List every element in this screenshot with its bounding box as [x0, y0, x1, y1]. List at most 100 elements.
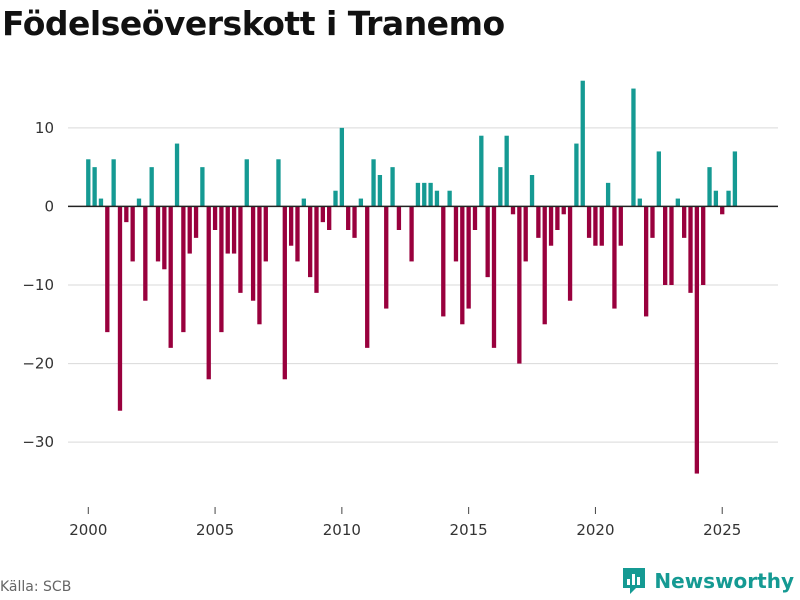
bar: [371, 159, 376, 207]
bar: [288, 206, 294, 246]
bar: [231, 206, 237, 254]
x-tick-label: 2020: [576, 521, 614, 539]
bar: [193, 206, 199, 238]
bar: [434, 190, 440, 207]
bar: [701, 206, 706, 285]
bar: [181, 206, 186, 333]
bar: [390, 167, 395, 207]
brand-name: Newsworthy: [654, 569, 794, 593]
bar: [631, 88, 636, 207]
bar: [308, 206, 313, 278]
bar: [98, 198, 104, 207]
y-tick-label: 10: [35, 119, 54, 137]
bar: [441, 206, 446, 317]
bar: [669, 206, 674, 285]
y-tick-label: −30: [22, 433, 54, 451]
bar: [244, 159, 249, 207]
bar: [510, 206, 516, 215]
bar: [720, 206, 725, 215]
bar: [586, 206, 592, 238]
bar: [346, 206, 351, 230]
bar: [238, 206, 243, 293]
bar: [409, 206, 414, 262]
bar: [567, 206, 573, 301]
bar: [257, 206, 262, 325]
x-tick-label: 2000: [69, 521, 107, 539]
bar: [250, 206, 256, 301]
bar: [174, 143, 180, 207]
bar: [688, 206, 693, 293]
bar: [111, 159, 116, 207]
bar: [460, 206, 465, 325]
bar: [117, 206, 123, 411]
bar: [92, 167, 97, 207]
bar: [529, 175, 535, 207]
bar: [536, 206, 541, 238]
bar: [384, 206, 389, 309]
grid-layer: [68, 127, 778, 443]
bar: [200, 167, 205, 207]
bar: [485, 206, 490, 278]
bar: [593, 206, 598, 246]
bar: [377, 175, 383, 207]
bar: [605, 182, 611, 207]
bar: [637, 198, 642, 207]
bar: [295, 206, 300, 262]
bar: [561, 206, 566, 215]
bar: [650, 206, 655, 238]
bar: [675, 198, 680, 207]
bar: [339, 127, 345, 207]
bar: [453, 206, 459, 262]
bar: [212, 206, 218, 230]
bar: [314, 206, 319, 293]
bar: [542, 206, 547, 325]
bar: [656, 151, 661, 207]
bar: [225, 206, 230, 254]
bar: [333, 190, 338, 207]
bar: [124, 206, 129, 223]
x-tick-label: 2010: [323, 521, 361, 539]
bar: [732, 151, 738, 207]
bar: [358, 198, 364, 207]
bar-layer: [86, 80, 738, 474]
bar: [263, 206, 268, 262]
bar: [599, 206, 604, 246]
bar: [713, 190, 719, 207]
bar: [136, 198, 142, 207]
x-tick-label: 2005: [196, 521, 234, 539]
bar: [517, 206, 522, 364]
bar: [682, 206, 687, 238]
bar: [643, 206, 649, 317]
bar: [548, 206, 554, 246]
bar: [498, 167, 503, 207]
bar: [149, 167, 154, 207]
bar: [320, 206, 325, 223]
brand-logo[interactable]: Newsworthy: [621, 566, 794, 596]
y-tick-label: −10: [22, 276, 54, 294]
y-tick-label: −20: [22, 355, 54, 373]
bar: [168, 206, 173, 348]
x-tick-label: 2015: [450, 521, 488, 539]
source-note: Källa: SCB: [0, 579, 72, 595]
bar: [219, 206, 224, 333]
bar: [206, 206, 211, 380]
bar: [466, 206, 471, 309]
y-tick-label: 0: [44, 197, 54, 215]
bar: [428, 182, 433, 207]
bar: [143, 206, 148, 301]
bar: [491, 206, 497, 348]
bar: [276, 159, 281, 207]
bar: [618, 206, 623, 246]
x-tick-label: 2025: [703, 521, 741, 539]
bar: [301, 198, 306, 207]
bar: [504, 135, 509, 207]
bar: [726, 190, 731, 207]
bar: [663, 206, 668, 285]
bar: [415, 182, 421, 207]
bar: [282, 206, 287, 380]
bar: [187, 206, 192, 254]
bar: [105, 206, 110, 333]
bar: [86, 159, 91, 207]
bar: [447, 190, 452, 207]
